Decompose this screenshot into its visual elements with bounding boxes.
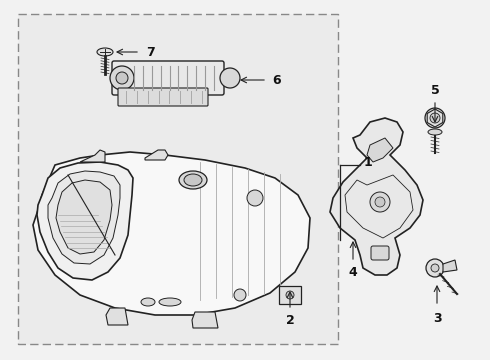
- Ellipse shape: [141, 298, 155, 306]
- Polygon shape: [37, 162, 133, 280]
- Polygon shape: [443, 260, 457, 272]
- Bar: [18, 14, 338, 344]
- Text: 3: 3: [433, 311, 441, 324]
- Text: 1: 1: [364, 157, 372, 170]
- FancyBboxPatch shape: [279, 286, 301, 304]
- Circle shape: [375, 197, 385, 207]
- Polygon shape: [192, 312, 218, 328]
- Circle shape: [247, 190, 263, 206]
- Polygon shape: [330, 118, 423, 275]
- Circle shape: [220, 68, 240, 88]
- Circle shape: [431, 264, 439, 272]
- Polygon shape: [33, 152, 310, 315]
- Text: 5: 5: [431, 84, 440, 96]
- Circle shape: [430, 113, 440, 123]
- Polygon shape: [367, 138, 393, 162]
- Circle shape: [116, 72, 128, 84]
- Polygon shape: [56, 180, 112, 254]
- Circle shape: [370, 192, 390, 212]
- Polygon shape: [145, 150, 168, 160]
- Ellipse shape: [97, 48, 113, 56]
- Ellipse shape: [184, 174, 202, 186]
- Ellipse shape: [159, 298, 181, 306]
- Circle shape: [286, 291, 294, 299]
- Polygon shape: [80, 150, 105, 162]
- Text: 4: 4: [348, 266, 357, 279]
- Circle shape: [234, 289, 246, 301]
- Text: 6: 6: [273, 73, 281, 86]
- Polygon shape: [106, 308, 128, 325]
- Polygon shape: [48, 171, 120, 264]
- FancyBboxPatch shape: [371, 246, 389, 260]
- FancyBboxPatch shape: [112, 61, 224, 95]
- Circle shape: [110, 66, 134, 90]
- Ellipse shape: [179, 171, 207, 189]
- FancyBboxPatch shape: [118, 88, 208, 106]
- Circle shape: [426, 259, 444, 277]
- Circle shape: [425, 108, 445, 128]
- Text: 2: 2: [286, 314, 294, 327]
- Text: 7: 7: [146, 45, 154, 58]
- Ellipse shape: [428, 129, 442, 135]
